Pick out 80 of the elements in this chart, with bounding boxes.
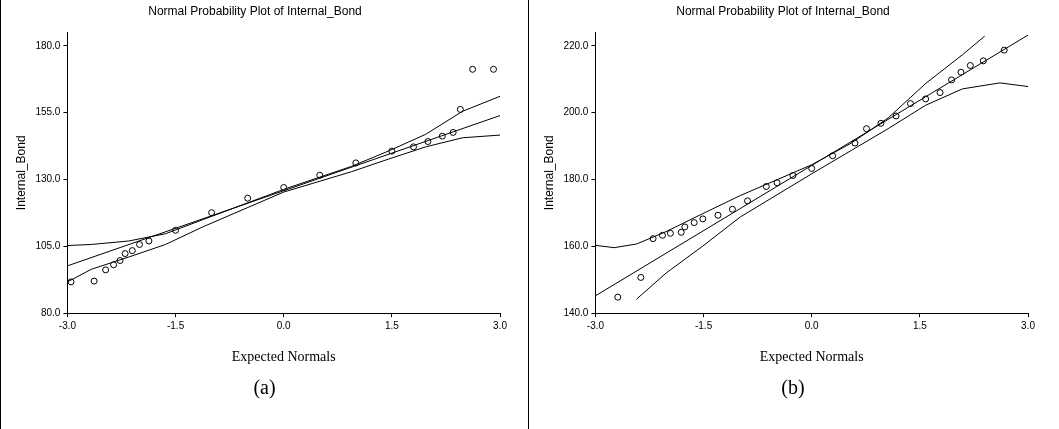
point (116, 257, 124, 265)
x-tick-label: 1.5 (384, 319, 399, 331)
y-tick-label: 180.0 (563, 173, 589, 185)
point (614, 293, 622, 301)
point (121, 250, 129, 258)
x-tick-label: 0.0 (276, 319, 291, 331)
point (1000, 46, 1008, 54)
x-tick-label: -3.0 (586, 319, 605, 331)
point (863, 125, 871, 133)
point (144, 237, 152, 245)
chart-title: Normal Probability Plot of Internal_Bond (147, 3, 362, 18)
y-tick-label: 130.0 (34, 173, 61, 185)
point (773, 179, 781, 187)
y-tick-label: 80.0 (40, 306, 61, 318)
point (279, 184, 287, 192)
x-axis-title: Expected Normals (231, 349, 336, 365)
point (677, 228, 685, 236)
point (979, 57, 987, 65)
point (789, 171, 797, 179)
point (957, 68, 965, 76)
point (877, 119, 885, 127)
point (637, 273, 645, 281)
point (351, 159, 359, 167)
x-tick-label: 0.0 (804, 319, 820, 331)
point (171, 226, 179, 234)
point (423, 138, 431, 146)
x-tick-label: -1.5 (694, 319, 713, 331)
point (966, 61, 974, 69)
y-tick-label: 140.0 (563, 306, 589, 318)
point (456, 105, 464, 113)
point (922, 95, 930, 103)
y-tick-label: 180.0 (34, 39, 61, 51)
y-tick-label: 105.0 (34, 240, 61, 252)
point (409, 143, 417, 151)
y-axis-title: Internal_Bond (13, 135, 28, 211)
x-tick-label: 3.0 (492, 319, 507, 331)
point (243, 194, 251, 202)
x-axis-title: Expected Normals (759, 349, 864, 365)
point (728, 205, 736, 213)
point (449, 128, 457, 136)
y-tick-label: 160.0 (563, 240, 589, 252)
point (714, 211, 722, 219)
point (468, 65, 476, 73)
x-tick-label: 3.0 (1021, 319, 1036, 331)
point (892, 112, 900, 120)
point (489, 65, 497, 73)
point (948, 76, 956, 84)
x-tick-label: -1.5 (166, 319, 185, 331)
point (699, 215, 707, 223)
point (936, 89, 944, 97)
point (90, 277, 98, 285)
point (101, 266, 109, 274)
point (67, 278, 75, 286)
y-tick-label: 220.0 (563, 39, 589, 51)
x-tick-label: -3.0 (58, 319, 76, 331)
point (387, 147, 395, 155)
point (906, 100, 914, 108)
point (315, 171, 323, 179)
chart-title: Normal Probability Plot of Internal_Bond (676, 3, 890, 18)
x-tick-label: 1.5 (912, 319, 928, 331)
point (690, 219, 698, 227)
point (681, 223, 689, 231)
point (207, 209, 215, 217)
point (109, 261, 117, 269)
point (438, 132, 446, 140)
point (851, 139, 859, 147)
point (762, 183, 770, 191)
point (658, 231, 666, 239)
point (744, 197, 752, 205)
point (649, 235, 657, 243)
text: (a) (253, 376, 276, 399)
point (808, 164, 816, 172)
y-tick-label: 155.0 (34, 106, 61, 118)
point (666, 229, 674, 237)
text: (b) (781, 376, 805, 399)
y-axis-title: Internal_Bond (541, 135, 556, 211)
y-tick-label: 200.0 (563, 106, 589, 118)
point (135, 240, 143, 248)
point (128, 247, 136, 255)
point (829, 152, 837, 160)
